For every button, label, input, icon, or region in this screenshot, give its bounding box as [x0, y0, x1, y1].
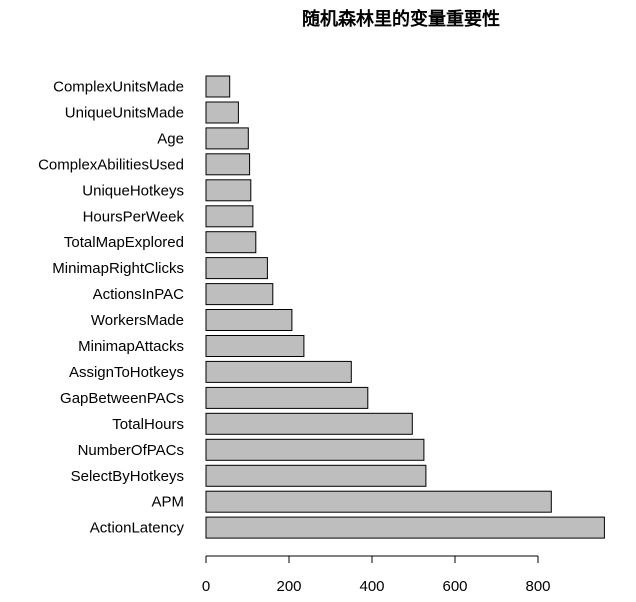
category-label-complexabilitiesused: ComplexAbilitiesUsed [38, 156, 184, 173]
bar-workersmade [205, 309, 293, 331]
category-label-complexunitsmade: ComplexUnitsMade [53, 79, 184, 96]
chart-title: 随机森林里的变量重要性 [302, 8, 500, 30]
category-label-age: Age [157, 130, 184, 147]
bar-minimaprightclicks [205, 257, 268, 280]
category-label-hoursperweek: HoursPerWeek [83, 208, 185, 225]
category-label-minimaprightclicks: MinimapRightClicks [52, 260, 184, 277]
category-labels: ComplexUnitsMade UniqueUnitsMade Age Comple… [38, 79, 184, 537]
x-tick-label-400: 400 [359, 578, 384, 595]
bar-hoursperweek [205, 205, 254, 228]
category-label-workersmade: WorkersMade [91, 312, 184, 329]
bar-gapbetweenpacs [205, 386, 369, 409]
category-label-uniqueunitsmade: UniqueUnitsMade [65, 105, 184, 122]
x-tick-label-200: 200 [276, 578, 301, 595]
x-tick-label-600: 600 [442, 578, 467, 595]
x-axis: 0 200 400 600 800 [202, 555, 551, 595]
bar-actionsinpac [205, 283, 274, 306]
bars-group [205, 75, 605, 539]
category-label-gapbetweenpacs: GapBetweenPACs [60, 390, 184, 407]
category-label-totalhours: TotalHours [112, 416, 184, 433]
bar-totalhours [205, 412, 413, 435]
bar-complexunitsmade [205, 75, 231, 98]
bar-complexabilitiesused [205, 153, 251, 176]
category-label-numberofpacs: NumberOfPACs [78, 442, 184, 459]
bar-assigntohotkeys [205, 360, 352, 383]
category-label-uniquehotkeys: UniqueHotkeys [82, 182, 184, 199]
bar-selectbyhotkeys [205, 464, 427, 487]
category-label-assigntohotkeys: AssignToHotkeys [69, 364, 184, 381]
category-label-actionsinpac: ActionsInPAC [93, 286, 185, 303]
bar-numberofpacs [205, 438, 425, 461]
x-tick-label-0: 0 [202, 578, 210, 595]
category-label-apm: APM [151, 494, 184, 511]
x-tick-label-800: 800 [525, 578, 550, 595]
bar-uniquehotkeys [205, 179, 252, 202]
category-label-selectbyhotkeys: SelectByHotkeys [71, 468, 184, 485]
bar-minimapattacks [205, 335, 305, 357]
category-label-actionlatency: ActionLatency [90, 520, 185, 537]
category-label-totalmapexplored: TotalMapExplored [64, 234, 184, 251]
bar-uniqueunitsmade [205, 101, 239, 124]
bar-totalmapexplored [205, 231, 257, 254]
bar-apm [205, 490, 552, 513]
bar-age [205, 127, 249, 150]
category-label-minimapattacks: MinimapAttacks [78, 338, 184, 355]
bar-actionlatency [205, 516, 605, 539]
